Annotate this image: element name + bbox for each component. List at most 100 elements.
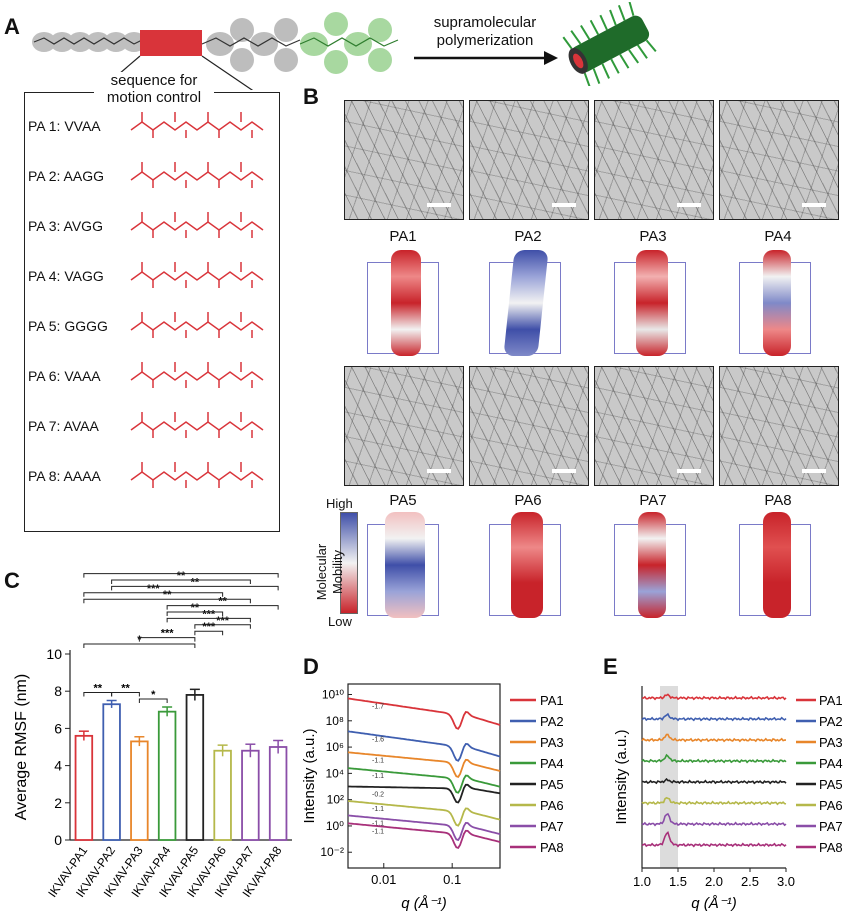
simulation-pa4 — [735, 248, 825, 358]
series-line-pa6 — [347, 800, 501, 827]
backbone-line — [130, 171, 264, 181]
scale-bar — [552, 203, 576, 207]
significance-label: *** — [202, 621, 216, 633]
x-tick-label: 1.0 — [633, 874, 651, 889]
legend-label: PA4 — [540, 756, 564, 771]
significance-bracket — [83, 643, 196, 648]
backbone-line — [130, 221, 264, 231]
b-title-pa2: PA2 — [514, 228, 542, 245]
sequence-box-title-line1: sequence for — [110, 72, 198, 89]
y-tick-label: 10⁰ — [326, 819, 344, 833]
simulation-pa1 — [363, 248, 453, 358]
series-line-pa3 — [347, 751, 501, 778]
bar — [241, 749, 260, 841]
sequence-structure — [130, 362, 264, 388]
x-tick-label: 1.5 — [669, 874, 687, 889]
backbone-line — [130, 421, 264, 431]
sequence-box-title-line2: motion control — [106, 89, 202, 106]
y-tick-label: 6 — [54, 720, 62, 736]
backbone-line — [130, 471, 264, 481]
simulation-pa6 — [485, 510, 575, 620]
y-tick-label: 10¹⁰ — [322, 688, 344, 702]
y-tick-label: 10⁶ — [326, 740, 344, 754]
significance-bracket — [166, 611, 224, 616]
y-tick-label: 0 — [54, 832, 62, 848]
bar — [268, 746, 288, 841]
sim-fiber — [385, 512, 425, 618]
colorbar-title-line2: Mobility — [330, 549, 345, 595]
backbone-line — [130, 121, 264, 131]
y-tick-label: 10⁴ — [325, 766, 344, 780]
simulation-pa2 — [485, 248, 575, 358]
series-line-pa7 — [347, 814, 501, 842]
sequence-structure — [130, 412, 264, 438]
simulation-pa8 — [735, 510, 825, 620]
legend-label: PA5 — [540, 777, 564, 792]
significance-label: * — [151, 689, 156, 701]
sequence-label: PA 3: AVGG — [28, 218, 103, 234]
sequence-structure — [130, 112, 264, 138]
significance-bracket — [111, 585, 279, 591]
legend-label: PA4 — [819, 756, 843, 771]
slope-label: -1.1 — [372, 773, 384, 780]
simulation-pa5 — [363, 510, 453, 620]
scale-bar — [802, 469, 826, 473]
backbone-line — [130, 321, 264, 331]
legend-label: PA7 — [819, 819, 843, 834]
b-title-pa1: PA1 — [389, 228, 417, 245]
sequence-label: PA 7: AVAA — [28, 418, 99, 434]
b-title-pa5: PA5 — [389, 492, 417, 509]
arrow-caption-line1: supramolecular — [433, 14, 537, 31]
series-line-pa4 — [641, 753, 787, 764]
y-axis-label: Intensity (a.u.) — [613, 729, 630, 824]
colorbar-title: Molecular Mobility — [314, 502, 346, 642]
x-axis-label: q (Å⁻¹) — [401, 895, 446, 912]
b-title-pa4: PA4 — [764, 228, 792, 245]
slope-label: -0.2 — [372, 792, 384, 799]
slope-label: -1.1 — [372, 757, 384, 764]
panel-label-c: C — [4, 568, 20, 593]
nanofiber-illustration — [562, 2, 657, 86]
legend-label: PA5 — [819, 777, 843, 792]
series-line-pa5 — [641, 777, 787, 785]
y-tick-label: 2 — [54, 795, 62, 811]
panel-label-b: B — [303, 84, 319, 109]
chart-e-waxs: 1.0 1.5 2.0 2.5 3.0 q (Å⁻¹) Intensity (a.u.) PA… — [613, 686, 843, 912]
pa-molecule-drawing — [32, 12, 399, 90]
sim-fiber — [391, 250, 421, 356]
legend-label: PA7 — [540, 819, 564, 834]
b-title-pa3: PA3 — [639, 228, 667, 245]
y-tick-label: 10 — [46, 646, 62, 662]
mobility-colorbar — [340, 512, 358, 614]
slope-label: -1.1 — [372, 828, 384, 835]
bar — [213, 749, 232, 841]
significance-label: *** — [161, 628, 175, 640]
significance-bracket — [83, 598, 251, 604]
significance-bracket — [194, 630, 224, 636]
slope-label: -1.1 — [372, 806, 384, 813]
sim-fiber — [763, 250, 791, 356]
legend-label: PA1 — [540, 693, 564, 708]
colorbar-high-label: High — [326, 496, 353, 511]
y-axis-label: Intensity (a.u.) — [301, 728, 318, 823]
significance-bracket — [83, 573, 279, 578]
significance-label: ** — [191, 576, 200, 588]
scale-bar — [802, 203, 826, 207]
y-tick-label: 8 — [54, 683, 62, 699]
micrograph-pa4 — [719, 100, 839, 220]
significance-label: *** — [216, 615, 230, 627]
micrograph-pa1 — [344, 100, 464, 220]
peptide-line — [201, 37, 301, 47]
sequence-structure — [130, 162, 264, 188]
sequence-structure — [130, 212, 264, 238]
backbone-line — [130, 371, 264, 381]
sequence-structure — [130, 312, 264, 338]
sequence-box-title: sequence for motion control — [94, 72, 214, 106]
significance-label: *** — [202, 608, 216, 620]
panel-label-d: D — [303, 654, 319, 679]
x-tick-label: 2.5 — [741, 874, 759, 889]
significance-label: ** — [93, 683, 102, 695]
alkyl-chain-line — [33, 37, 143, 45]
significance-bracket — [83, 592, 224, 597]
bar — [102, 703, 121, 841]
